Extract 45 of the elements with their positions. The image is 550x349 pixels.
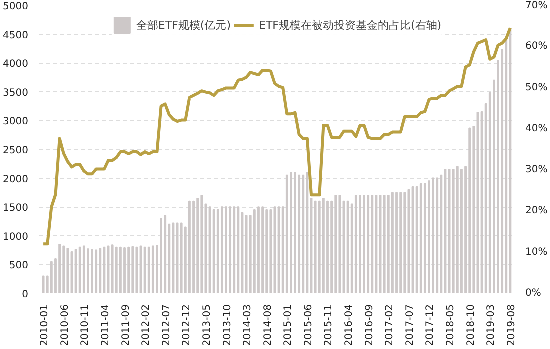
y-tick-label: 4000 [3,59,29,70]
legend-label: 全部ETF规模(亿元) [136,18,231,32]
x-tick-label: 2017-02 [384,304,396,346]
y-tick-label: 3500 [3,88,29,99]
legend-label: ETF规模在被动投资基金的占比(右轴) [259,18,442,32]
x-tick-label: 2010-01 [40,304,51,346]
x-tick-label: 2012-12 [182,304,193,346]
x-tick-label: 2013-10 [222,304,234,346]
x-tick-label: 2010-11 [80,304,92,346]
y2-tick-label: 30% [526,164,548,176]
x-tick-label: 2014-08 [262,304,274,346]
x-tick-label: 2012-07 [161,304,172,346]
y2-tick-label: 10% [526,246,548,258]
y2-tick-label: 50% [526,82,548,94]
y-tick-label: 0 [22,290,29,300]
x-tick-label: 2017-07 [404,304,416,346]
x-tick-label: 2015-11 [324,304,335,346]
y-tick-label: 1000 [3,232,29,243]
x-tick-label: 2018-05 [446,304,457,346]
x-tick-label: 2015-06 [303,304,314,346]
x-tick-label: 2013-05 [202,304,213,346]
y2-tick-label: 60% [526,41,548,52]
y2-tick-label: 20% [526,206,548,217]
x-tick-label: 2018-10 [466,304,477,346]
x-tick-label: 2017-12 [425,304,436,346]
x-tick-label: 2015-01 [283,304,294,346]
x-tick-label: 2011-09 [120,304,132,346]
y2-tick-label: 70% [526,0,548,12]
y-tick-label: 2500 [3,146,29,156]
y2-tick-label: 0% [526,288,542,299]
x-tick-label: 2019-03 [486,304,498,346]
x-tick-label: 2012-02 [141,304,152,346]
x-tick-label: 2016-04 [344,304,356,346]
y-tick-label: 3000 [3,116,29,128]
x-tick-label: 2014-03 [242,304,254,346]
x-tick-label: 2016-09 [364,304,376,346]
y-tick-label: 2000 [3,174,29,186]
x-tick-label: 2019-08 [506,304,518,346]
y-tick-label: 500 [9,260,29,272]
y-tick-label: 5000 [3,2,29,12]
x-tick-label: 2010-06 [60,304,71,346]
y2-tick-label: 40% [526,123,548,134]
y-tick-label: 1500 [3,203,29,214]
x-tick-label: 2011-04 [100,304,112,346]
y-tick-label: 4500 [3,30,29,42]
